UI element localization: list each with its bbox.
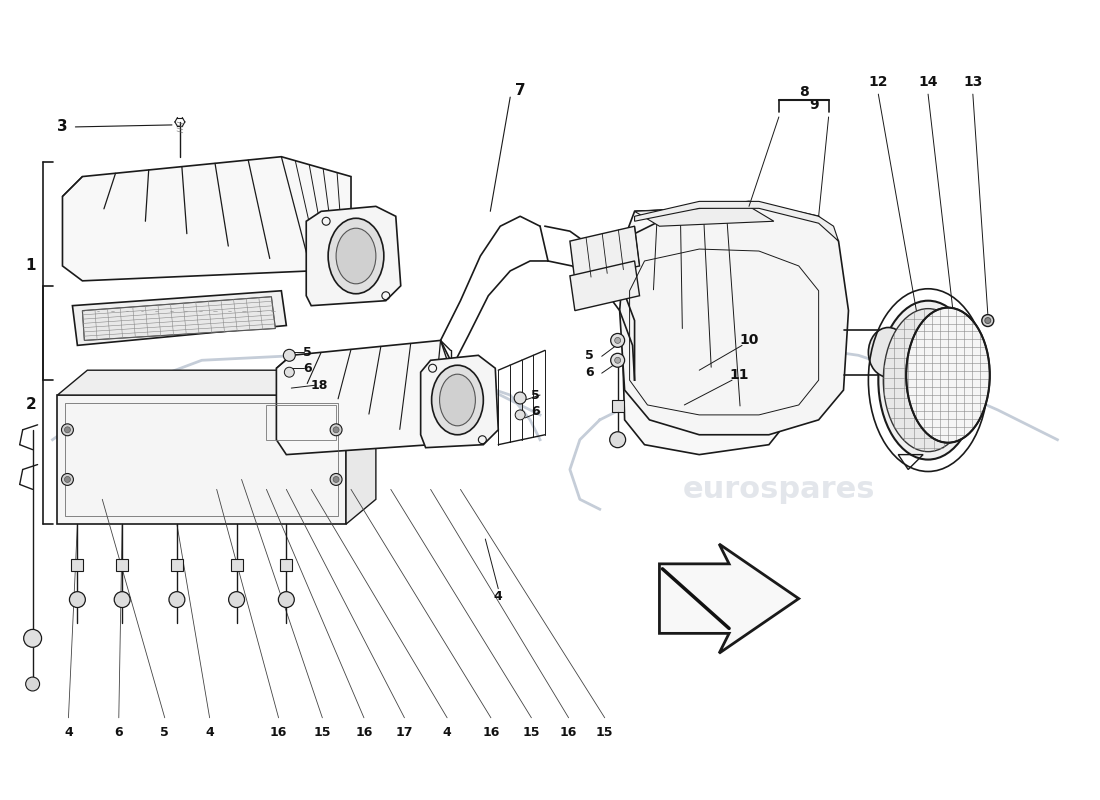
Ellipse shape bbox=[878, 301, 978, 459]
Polygon shape bbox=[570, 226, 639, 281]
Circle shape bbox=[615, 338, 620, 343]
Circle shape bbox=[169, 592, 185, 607]
Polygon shape bbox=[659, 544, 799, 654]
Bar bbox=[231, 559, 243, 571]
Text: 5: 5 bbox=[530, 389, 539, 402]
Text: 16: 16 bbox=[482, 726, 499, 739]
Polygon shape bbox=[276, 341, 451, 454]
Polygon shape bbox=[570, 261, 639, 310]
Text: eurospares: eurospares bbox=[107, 383, 317, 417]
Polygon shape bbox=[619, 202, 848, 434]
Text: 14: 14 bbox=[918, 75, 938, 90]
Ellipse shape bbox=[906, 308, 990, 442]
Text: 17: 17 bbox=[396, 726, 414, 739]
Text: 6: 6 bbox=[585, 366, 594, 378]
Circle shape bbox=[62, 474, 74, 486]
Text: 12: 12 bbox=[869, 75, 888, 90]
Polygon shape bbox=[420, 355, 498, 448]
Circle shape bbox=[330, 474, 342, 486]
Text: 8: 8 bbox=[799, 85, 808, 99]
Bar bbox=[117, 559, 128, 571]
Text: 4: 4 bbox=[442, 726, 451, 739]
Ellipse shape bbox=[328, 218, 384, 294]
Circle shape bbox=[24, 630, 42, 647]
Text: 6: 6 bbox=[531, 406, 539, 418]
Circle shape bbox=[610, 334, 625, 347]
Text: 7: 7 bbox=[515, 82, 526, 98]
Text: 1: 1 bbox=[25, 258, 36, 274]
Bar bbox=[66, 403, 338, 516]
Circle shape bbox=[330, 424, 342, 436]
Bar bbox=[72, 559, 84, 571]
Text: 9: 9 bbox=[808, 98, 818, 112]
Text: 5: 5 bbox=[161, 726, 169, 739]
Polygon shape bbox=[57, 370, 376, 395]
Text: 5: 5 bbox=[585, 349, 594, 362]
Text: 13: 13 bbox=[964, 75, 982, 90]
Bar bbox=[612, 400, 624, 412]
Circle shape bbox=[333, 477, 339, 482]
Circle shape bbox=[69, 592, 86, 607]
Circle shape bbox=[25, 677, 40, 691]
Circle shape bbox=[284, 367, 295, 377]
Polygon shape bbox=[63, 157, 351, 281]
Polygon shape bbox=[82, 297, 275, 341]
Ellipse shape bbox=[431, 366, 483, 434]
Circle shape bbox=[62, 424, 74, 436]
Text: 6: 6 bbox=[114, 726, 123, 739]
Text: 16: 16 bbox=[560, 726, 578, 739]
Ellipse shape bbox=[883, 309, 972, 452]
Text: 4: 4 bbox=[64, 726, 73, 739]
Text: eurospares: eurospares bbox=[683, 475, 876, 504]
Circle shape bbox=[514, 392, 526, 404]
Circle shape bbox=[333, 427, 339, 433]
Text: 3: 3 bbox=[57, 119, 68, 134]
Circle shape bbox=[609, 432, 626, 448]
Polygon shape bbox=[306, 206, 400, 306]
Circle shape bbox=[284, 350, 295, 362]
Polygon shape bbox=[619, 206, 789, 454]
Circle shape bbox=[984, 318, 991, 323]
Text: 16: 16 bbox=[355, 726, 373, 739]
Bar bbox=[266, 405, 337, 440]
Text: 10: 10 bbox=[739, 334, 759, 347]
Ellipse shape bbox=[868, 327, 909, 377]
Circle shape bbox=[278, 592, 295, 607]
Bar bbox=[170, 559, 183, 571]
Circle shape bbox=[114, 592, 130, 607]
Polygon shape bbox=[73, 290, 286, 346]
Text: 15: 15 bbox=[314, 726, 331, 739]
Bar bbox=[57, 395, 346, 524]
Ellipse shape bbox=[337, 228, 376, 284]
Circle shape bbox=[229, 592, 244, 607]
Text: 18: 18 bbox=[310, 378, 328, 392]
Text: 16: 16 bbox=[270, 726, 287, 739]
Text: 6: 6 bbox=[302, 362, 311, 374]
Polygon shape bbox=[635, 206, 774, 226]
Circle shape bbox=[515, 410, 525, 420]
Ellipse shape bbox=[440, 374, 475, 426]
Text: 4: 4 bbox=[494, 590, 503, 603]
Text: 11: 11 bbox=[729, 368, 749, 382]
Circle shape bbox=[65, 477, 70, 482]
Circle shape bbox=[610, 354, 625, 367]
Text: 4: 4 bbox=[206, 726, 214, 739]
Text: 5: 5 bbox=[302, 346, 311, 359]
Polygon shape bbox=[635, 202, 838, 241]
Text: 15: 15 bbox=[522, 726, 540, 739]
Circle shape bbox=[615, 358, 620, 363]
Polygon shape bbox=[346, 370, 376, 524]
Circle shape bbox=[982, 314, 993, 326]
Text: 2: 2 bbox=[25, 398, 36, 413]
Text: 15: 15 bbox=[596, 726, 614, 739]
Circle shape bbox=[65, 427, 70, 433]
Bar bbox=[280, 559, 293, 571]
